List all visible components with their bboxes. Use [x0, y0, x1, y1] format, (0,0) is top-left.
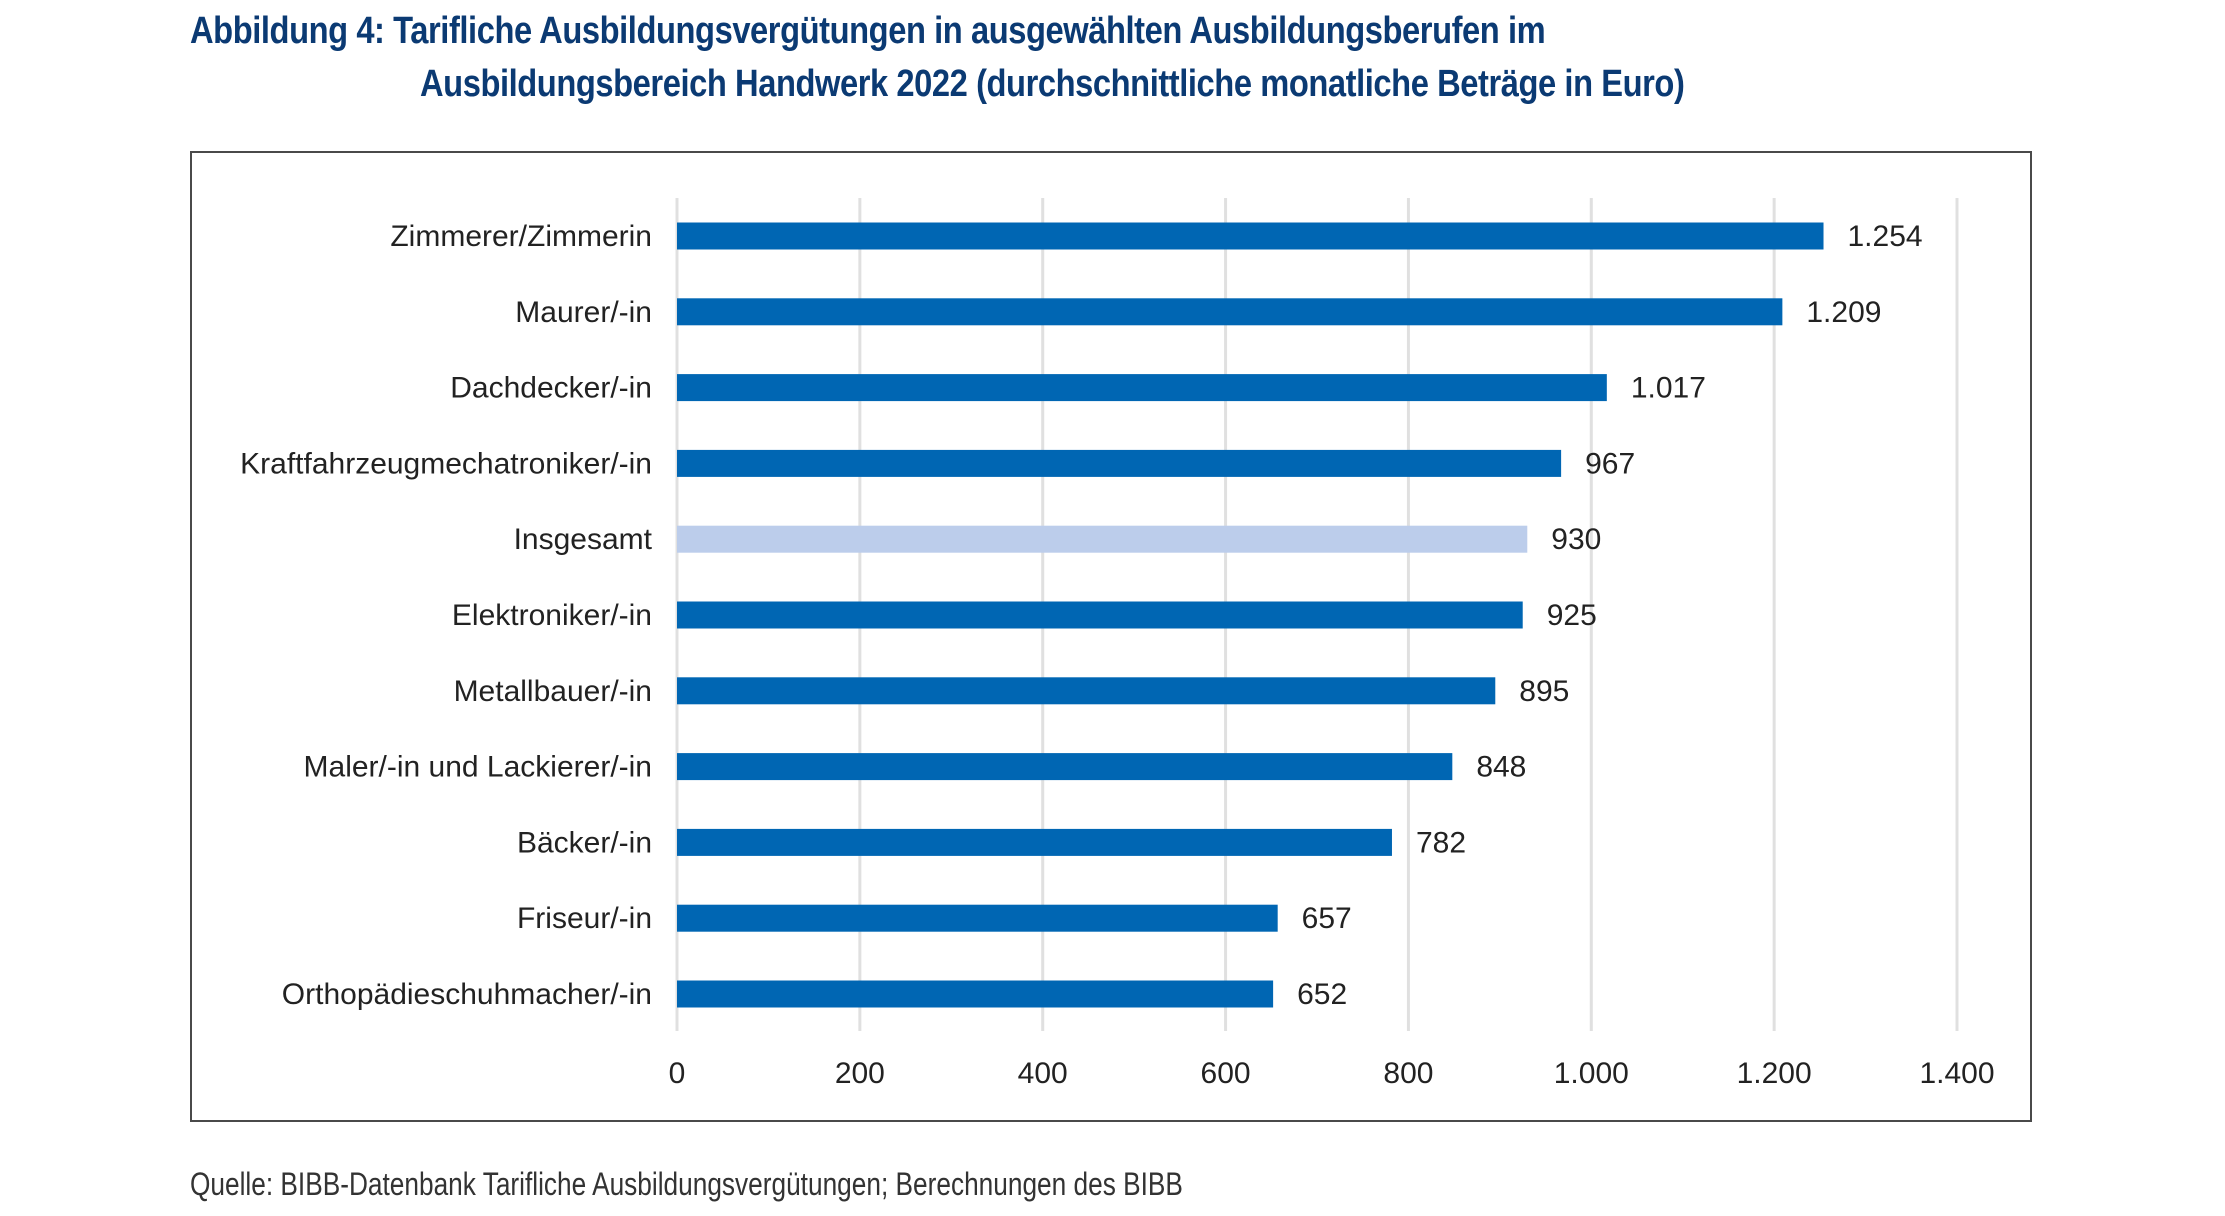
x-tick-label: 800 [1383, 1057, 1433, 1090]
chart-title-line-2: Ausbildungsbereich Handwerk 2022 (durchs… [420, 63, 1685, 105]
category-label: Orthopädieschuhmacher/-in [282, 978, 652, 1011]
value-label: 1.209 [1806, 296, 1881, 329]
bar [677, 980, 1274, 1008]
bar [677, 601, 1523, 629]
value-labels: 1.254 1.209 1.017 967 930 925 895 848 782 657 652 [1297, 220, 1922, 1011]
x-tick-label: 600 [1201, 1057, 1251, 1090]
value-label: 652 [1297, 978, 1347, 1011]
category-label: Friseur/-in [517, 902, 652, 935]
bar [677, 298, 1783, 326]
value-label: 1.254 [1848, 220, 1923, 253]
value-label: 782 [1416, 826, 1466, 859]
bar-total [677, 525, 1528, 553]
bar [677, 677, 1496, 705]
value-label: 925 [1547, 599, 1597, 632]
x-tick-label: 0 [669, 1057, 686, 1090]
value-label: 895 [1519, 675, 1569, 708]
category-labels: Zimmerer/Zimmerin Maurer/-in Dachdecker/-i… [240, 220, 653, 1011]
category-label: Maler/-in und Lackierer/-in [304, 751, 652, 784]
category-label: Zimmerer/Zimmerin [390, 220, 652, 253]
bar [677, 449, 1562, 477]
x-tick-label: 1.000 [1554, 1057, 1629, 1090]
category-label: Insgesamt [514, 523, 653, 556]
bar [677, 222, 1824, 250]
bar [677, 753, 1453, 781]
category-label: Bäcker/-in [517, 826, 652, 859]
x-tick-label: 400 [1018, 1057, 1068, 1090]
x-tick-label: 1.200 [1737, 1057, 1812, 1090]
category-label: Elektroniker/-in [452, 599, 652, 632]
value-label: 848 [1476, 751, 1526, 784]
category-label: Metallbauer/-in [454, 675, 652, 708]
value-label: 657 [1302, 902, 1352, 935]
value-label: 967 [1585, 447, 1635, 480]
chart-title-line-1: Abbildung 4: Tarifliche Ausbildungsvergü… [190, 10, 1546, 52]
bar [677, 374, 1607, 402]
value-label: 930 [1551, 523, 1601, 556]
x-tick-label: 200 [835, 1057, 885, 1090]
source-note: Quelle: BIBB-Datenbank Tarifliche Ausbil… [190, 1166, 1183, 1202]
x-tick-label: 1.400 [1919, 1057, 1994, 1090]
category-label: Dachdecker/-in [450, 372, 652, 405]
bar [677, 904, 1278, 932]
category-label: Maurer/-in [515, 296, 652, 329]
bars [677, 222, 1824, 1008]
bar [677, 828, 1392, 856]
chart-frame [190, 151, 2032, 1122]
value-label: 1.017 [1631, 372, 1706, 405]
x-axis-tick-labels: 0 200 400 600 800 1.000 1.200 1.400 [669, 1057, 1995, 1090]
category-label: Kraftfahrzeugmechatroniker/-in [240, 447, 652, 480]
